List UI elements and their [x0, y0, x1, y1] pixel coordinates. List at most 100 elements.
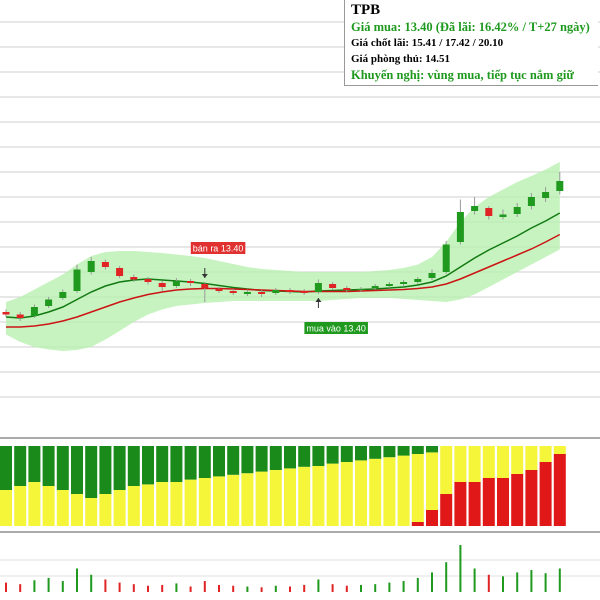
- indicator-bar: [170, 446, 183, 482]
- candle-body: [172, 281, 180, 286]
- volume-bar: [473, 568, 476, 592]
- indicator-bar: [142, 446, 154, 485]
- indicator-bar: [184, 446, 197, 480]
- indicator-bar: [127, 446, 140, 486]
- annotation: mua vào 13.40: [304, 298, 368, 334]
- annotation-label: mua vào 13.40: [306, 324, 366, 334]
- indicator-bar: [42, 446, 55, 486]
- indicator-bar: [213, 446, 225, 477]
- volume-bar: [260, 587, 263, 592]
- volume-bar: [459, 545, 462, 592]
- indicator-bar: [482, 478, 495, 526]
- volume-bar: [132, 584, 135, 592]
- info-line: Khuyến nghị: vùng mua, tiếp tục nắm giữ: [351, 68, 574, 82]
- candle-body: [385, 284, 393, 286]
- indicator-bar: [497, 446, 509, 478]
- indicator-bar: [525, 470, 538, 526]
- info-line: Giá phòng thủ: 14.51: [351, 53, 451, 65]
- candle-body: [59, 292, 67, 298]
- indicator-bar: [298, 446, 311, 467]
- candle-body: [215, 289, 223, 291]
- annotation-arrow-head: [201, 274, 208, 278]
- indicator-bar: [241, 473, 254, 526]
- candle-body: [16, 314, 24, 318]
- moving-average: [6, 233, 561, 328]
- indicator-bar: [170, 482, 183, 526]
- candle-body: [513, 207, 521, 214]
- annotation: bán ra 13.40: [190, 242, 246, 278]
- volume-bar: [388, 582, 391, 592]
- candle-body: [45, 299, 53, 306]
- volume-bar: [19, 584, 22, 592]
- indicator-bar: [426, 446, 438, 453]
- candle-body: [442, 244, 450, 272]
- indicator-bar: [99, 446, 112, 494]
- indicator-bar: [298, 466, 311, 526]
- candle-body: [428, 273, 436, 278]
- indicator-bar: [184, 479, 197, 526]
- indicator-bar: [56, 446, 69, 490]
- candle-body: [201, 284, 209, 288]
- band: [6, 162, 560, 351]
- indicator-bar: [411, 446, 424, 454]
- candle-body: [73, 269, 81, 291]
- indicator-bar: [56, 490, 69, 526]
- indicator-bar: [198, 446, 211, 478]
- candle-body: [329, 284, 337, 288]
- indicator-bar: [369, 458, 382, 526]
- indicator-bar: [28, 446, 41, 482]
- candle-body: [87, 261, 95, 272]
- candle-body: [542, 192, 550, 198]
- volume-bar: [487, 574, 490, 592]
- indicator-bar: [99, 494, 112, 526]
- indicator-bar: [511, 446, 524, 474]
- candle-body: [30, 307, 38, 316]
- info-line: Giá chốt lãi: 15.41 / 17.42 / 20.10: [351, 37, 504, 49]
- candle-body: [471, 206, 479, 211]
- volume-bar: [246, 586, 249, 592]
- volume-bar: [33, 580, 36, 592]
- candle-body: [187, 281, 195, 283]
- candle-body: [2, 312, 10, 315]
- indicator-bar: [340, 462, 353, 526]
- annotation-arrow-head: [315, 298, 322, 302]
- indicator-bar: [255, 471, 268, 526]
- candle-body: [158, 283, 166, 287]
- indicator-bar: [85, 498, 98, 526]
- indicator-bar: [355, 460, 367, 526]
- volume-bar: [175, 583, 178, 592]
- indicator-bar: [156, 446, 169, 482]
- annotation-label: bán ra 13.40: [193, 244, 244, 254]
- volume-bar: [189, 586, 192, 592]
- candle-body: [556, 181, 564, 191]
- candle-body: [286, 290, 294, 292]
- annotation-box: [304, 322, 368, 334]
- candle-body: [499, 214, 507, 217]
- candle-body: [414, 279, 422, 282]
- indicator-bar: [539, 446, 552, 462]
- candle-body: [371, 286, 379, 288]
- indicator-bar: [284, 446, 296, 469]
- indicator-bar: [553, 454, 566, 526]
- candle-body: [243, 292, 251, 294]
- indicator-bar: [241, 446, 254, 474]
- indicator-bar: [340, 446, 353, 462]
- volume-bar: [90, 574, 93, 592]
- indicator-bar: [454, 446, 467, 482]
- indicator-bar: [142, 484, 154, 526]
- indicator-bar: [255, 446, 268, 472]
- indicator-bar: [426, 452, 438, 510]
- indicator-bar: [326, 446, 339, 464]
- volume-bar: [416, 577, 419, 592]
- indicator-bar: [85, 446, 98, 498]
- indicator-bar: [326, 463, 339, 526]
- info-box: TPB Giá mua: 13.40 (Đã lãi: 16.42% / T+2…: [344, 0, 598, 86]
- indicator-bar: [156, 482, 169, 526]
- indicator-bar: [312, 466, 325, 526]
- indicator-bar: [397, 446, 410, 456]
- indicator-bar: [213, 476, 225, 526]
- indicator-bar: [28, 482, 41, 526]
- indicator-bar: [383, 446, 396, 458]
- indicator-bar: [454, 482, 467, 526]
